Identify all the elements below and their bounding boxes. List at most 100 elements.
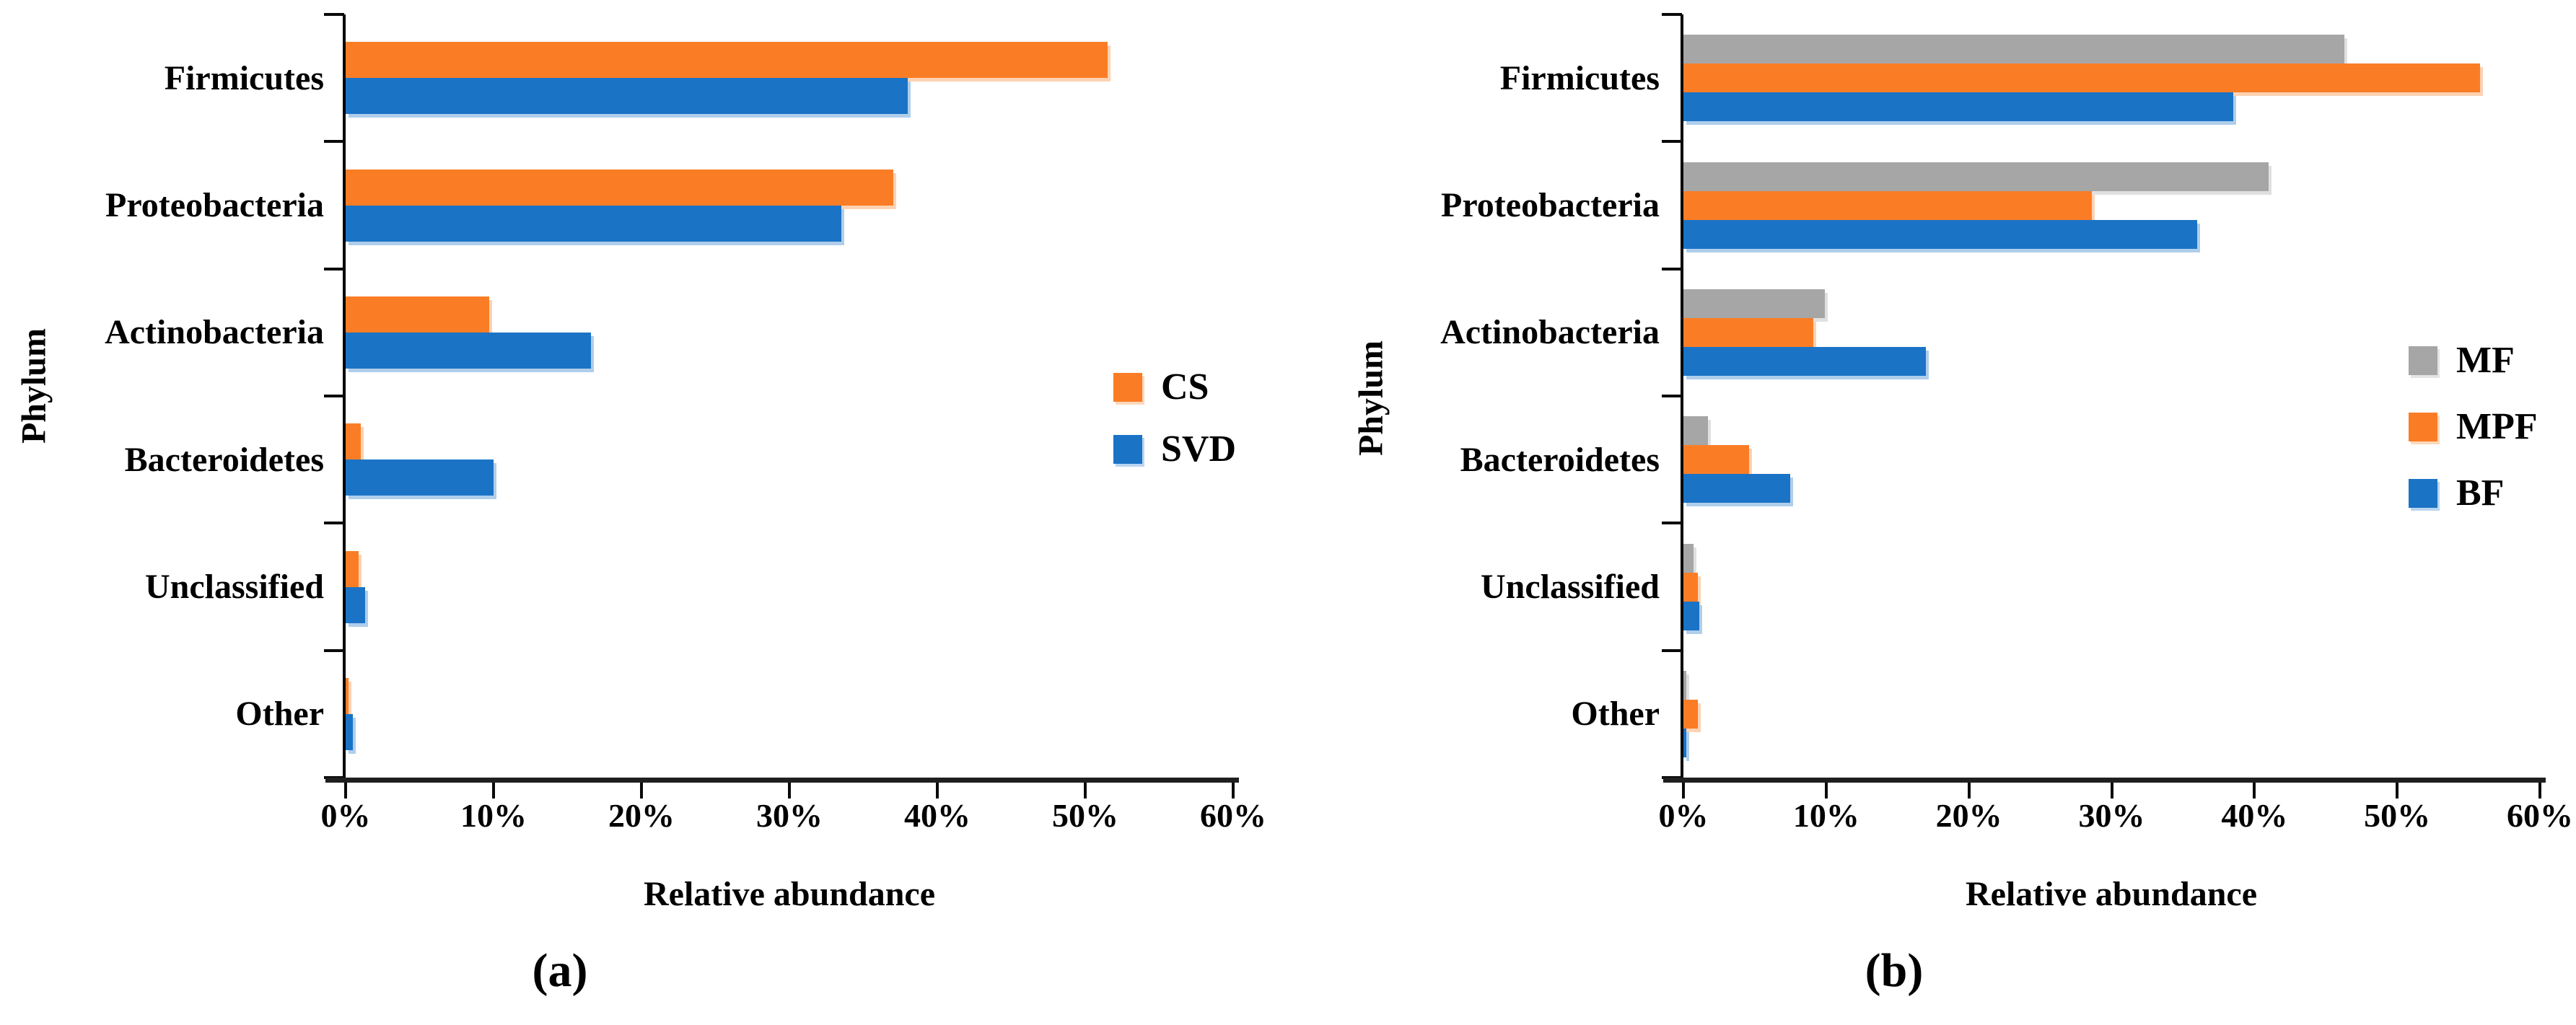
bar-bacteroidetes-bf [1683,474,1791,503]
bar-other-svd [346,713,354,750]
y-axis-line-b [1681,14,1683,778]
x-axis-line-a [325,778,1239,783]
y-tick-b-3 [1662,395,1682,397]
bar-unclassified-mpf [1683,572,1698,602]
legend-label-cs: CS [1161,366,1209,408]
x-tick-b-20% [1967,783,1971,799]
x-tick-label-a-0%: 0% [320,797,371,834]
x-tick-label-b-50%: 50% [2364,797,2431,834]
x-tick-a-60% [1232,783,1235,799]
category-label-bacteroidetes-a: Bacteroidetes [124,440,324,479]
legend-label-svd: SVD [1161,428,1237,470]
y-tick-b-5 [1662,648,1682,652]
legend-swatch-cs [1113,372,1142,402]
x-tick-a-50% [1084,783,1087,799]
x-tick-a-30% [788,783,791,799]
legend-label-bf: BF [2456,472,2505,514]
bar-other-cs [346,677,349,714]
category-label-firmicutes-b: Firmicutes [1499,58,1660,97]
x-tick-b-10% [1824,783,1828,799]
legend-item-bf: BF [2409,472,2504,514]
legend-item-mpf: MPF [2409,405,2538,448]
category-label-firmicutes-a: Firmicutes [164,58,324,97]
y-tick-a-5 [324,648,344,652]
y-tick-b-0 [1662,13,1682,16]
bar-firmicutes-cs [346,42,1108,79]
y-tick-a-2 [324,267,344,270]
x-tick-b-30% [2110,783,2113,799]
bar-actinobacteria-mpf [1683,317,1814,347]
bar-unclassified-mf [1683,543,1694,573]
x-tick-label-b-30%: 30% [2078,797,2145,834]
x-tick-label-a-60%: 60% [1200,797,1266,834]
category-label-unclassified-a: Unclassified [144,567,324,606]
y-tick-b-4 [1662,522,1682,525]
legend-swatch-bf [2409,478,2437,508]
y-tick-a-4 [324,522,344,525]
bar-proteobacteria-bf [1683,219,2198,249]
bar-unclassified-svd [346,586,365,623]
y-tick-b-2 [1662,267,1682,270]
y-tick-a-0 [324,13,344,16]
x-tick-label-b-60%: 60% [2507,797,2573,834]
x-tick-label-a-10%: 10% [460,797,527,834]
bar-bacteroidetes-mpf [1683,445,1749,475]
bar-bacteroidetes-cs [346,423,361,460]
bar-unclassified-bf [1683,601,1699,630]
category-label-other-a: Other [235,695,324,734]
x-tick-a-0% [344,783,347,799]
x-tick-label-b-0%: 0% [1658,797,1709,834]
legend-swatch-svd [1113,434,1142,464]
panel-label-a: (a) [532,944,588,997]
y-tick-b-1 [1662,140,1682,144]
x-tick-label-a-20%: 20% [608,797,675,834]
bar-firmicutes-mpf [1683,63,2480,93]
bar-proteobacteria-svd [346,205,841,242]
x-tick-label-a-50%: 50% [1052,797,1118,834]
bar-other-mf [1683,670,1686,700]
category-label-bacteroidetes-b: Bacteroidetes [1460,440,1660,479]
bar-proteobacteria-mf [1683,162,2269,191]
panel-label-b: (b) [1865,944,1924,997]
legend-label-mf: MF [2456,340,2515,381]
bar-actinobacteria-cs [346,296,489,333]
x-tick-label-b-40%: 40% [2221,797,2288,834]
legend-item-mf: MF [2409,339,2515,382]
y-tick-a-3 [324,395,344,397]
category-label-proteobacteria-a: Proteobacteria [105,185,324,224]
category-label-actinobacteria-b: Actinobacteria [1440,313,1660,352]
x-tick-label-a-40%: 40% [904,797,971,834]
bar-unclassified-cs [346,550,359,587]
bar-bacteroidetes-mf [1683,416,1708,446]
category-label-unclassified-b: Unclassified [1480,567,1660,606]
x-tick-b-50% [2396,783,2399,799]
bar-other-mpf [1683,699,1698,729]
x-tick-label-a-30%: 30% [756,797,823,834]
x-tick-a-10% [492,783,495,799]
legend-item-cs: CS [1113,366,1209,408]
bar-bacteroidetes-svd [346,459,494,496]
x-tick-b-60% [2538,783,2541,799]
bar-firmicutes-bf [1683,92,2233,122]
y-tick-a-1 [324,140,344,144]
bar-other-bf [1683,728,1686,757]
legend-swatch-mf [2409,346,2437,375]
bar-firmicutes-svd [346,78,908,115]
x-tick-a-20% [640,783,643,799]
category-label-proteobacteria-b: Proteobacteria [1441,185,1660,224]
category-label-actinobacteria-a: Actinobacteria [105,313,324,352]
bar-actinobacteria-svd [346,332,592,369]
legend-label-mpf: MPF [2456,406,2538,447]
x-tick-label-b-20%: 20% [1935,797,2002,834]
x-tick-a-40% [936,783,939,799]
y-axis-line-a [343,14,346,778]
x-tick-b-0% [1682,783,1685,799]
x-axis-title-a: Relative abundance [643,875,936,913]
legend-item-svd: SVD [1113,428,1236,470]
bar-actinobacteria-mf [1683,289,1825,318]
category-label-other-b: Other [1571,695,1660,734]
legend-swatch-mpf [2409,412,2437,441]
x-axis-line-b [1663,778,2546,783]
bar-firmicutes-mf [1683,35,2344,64]
